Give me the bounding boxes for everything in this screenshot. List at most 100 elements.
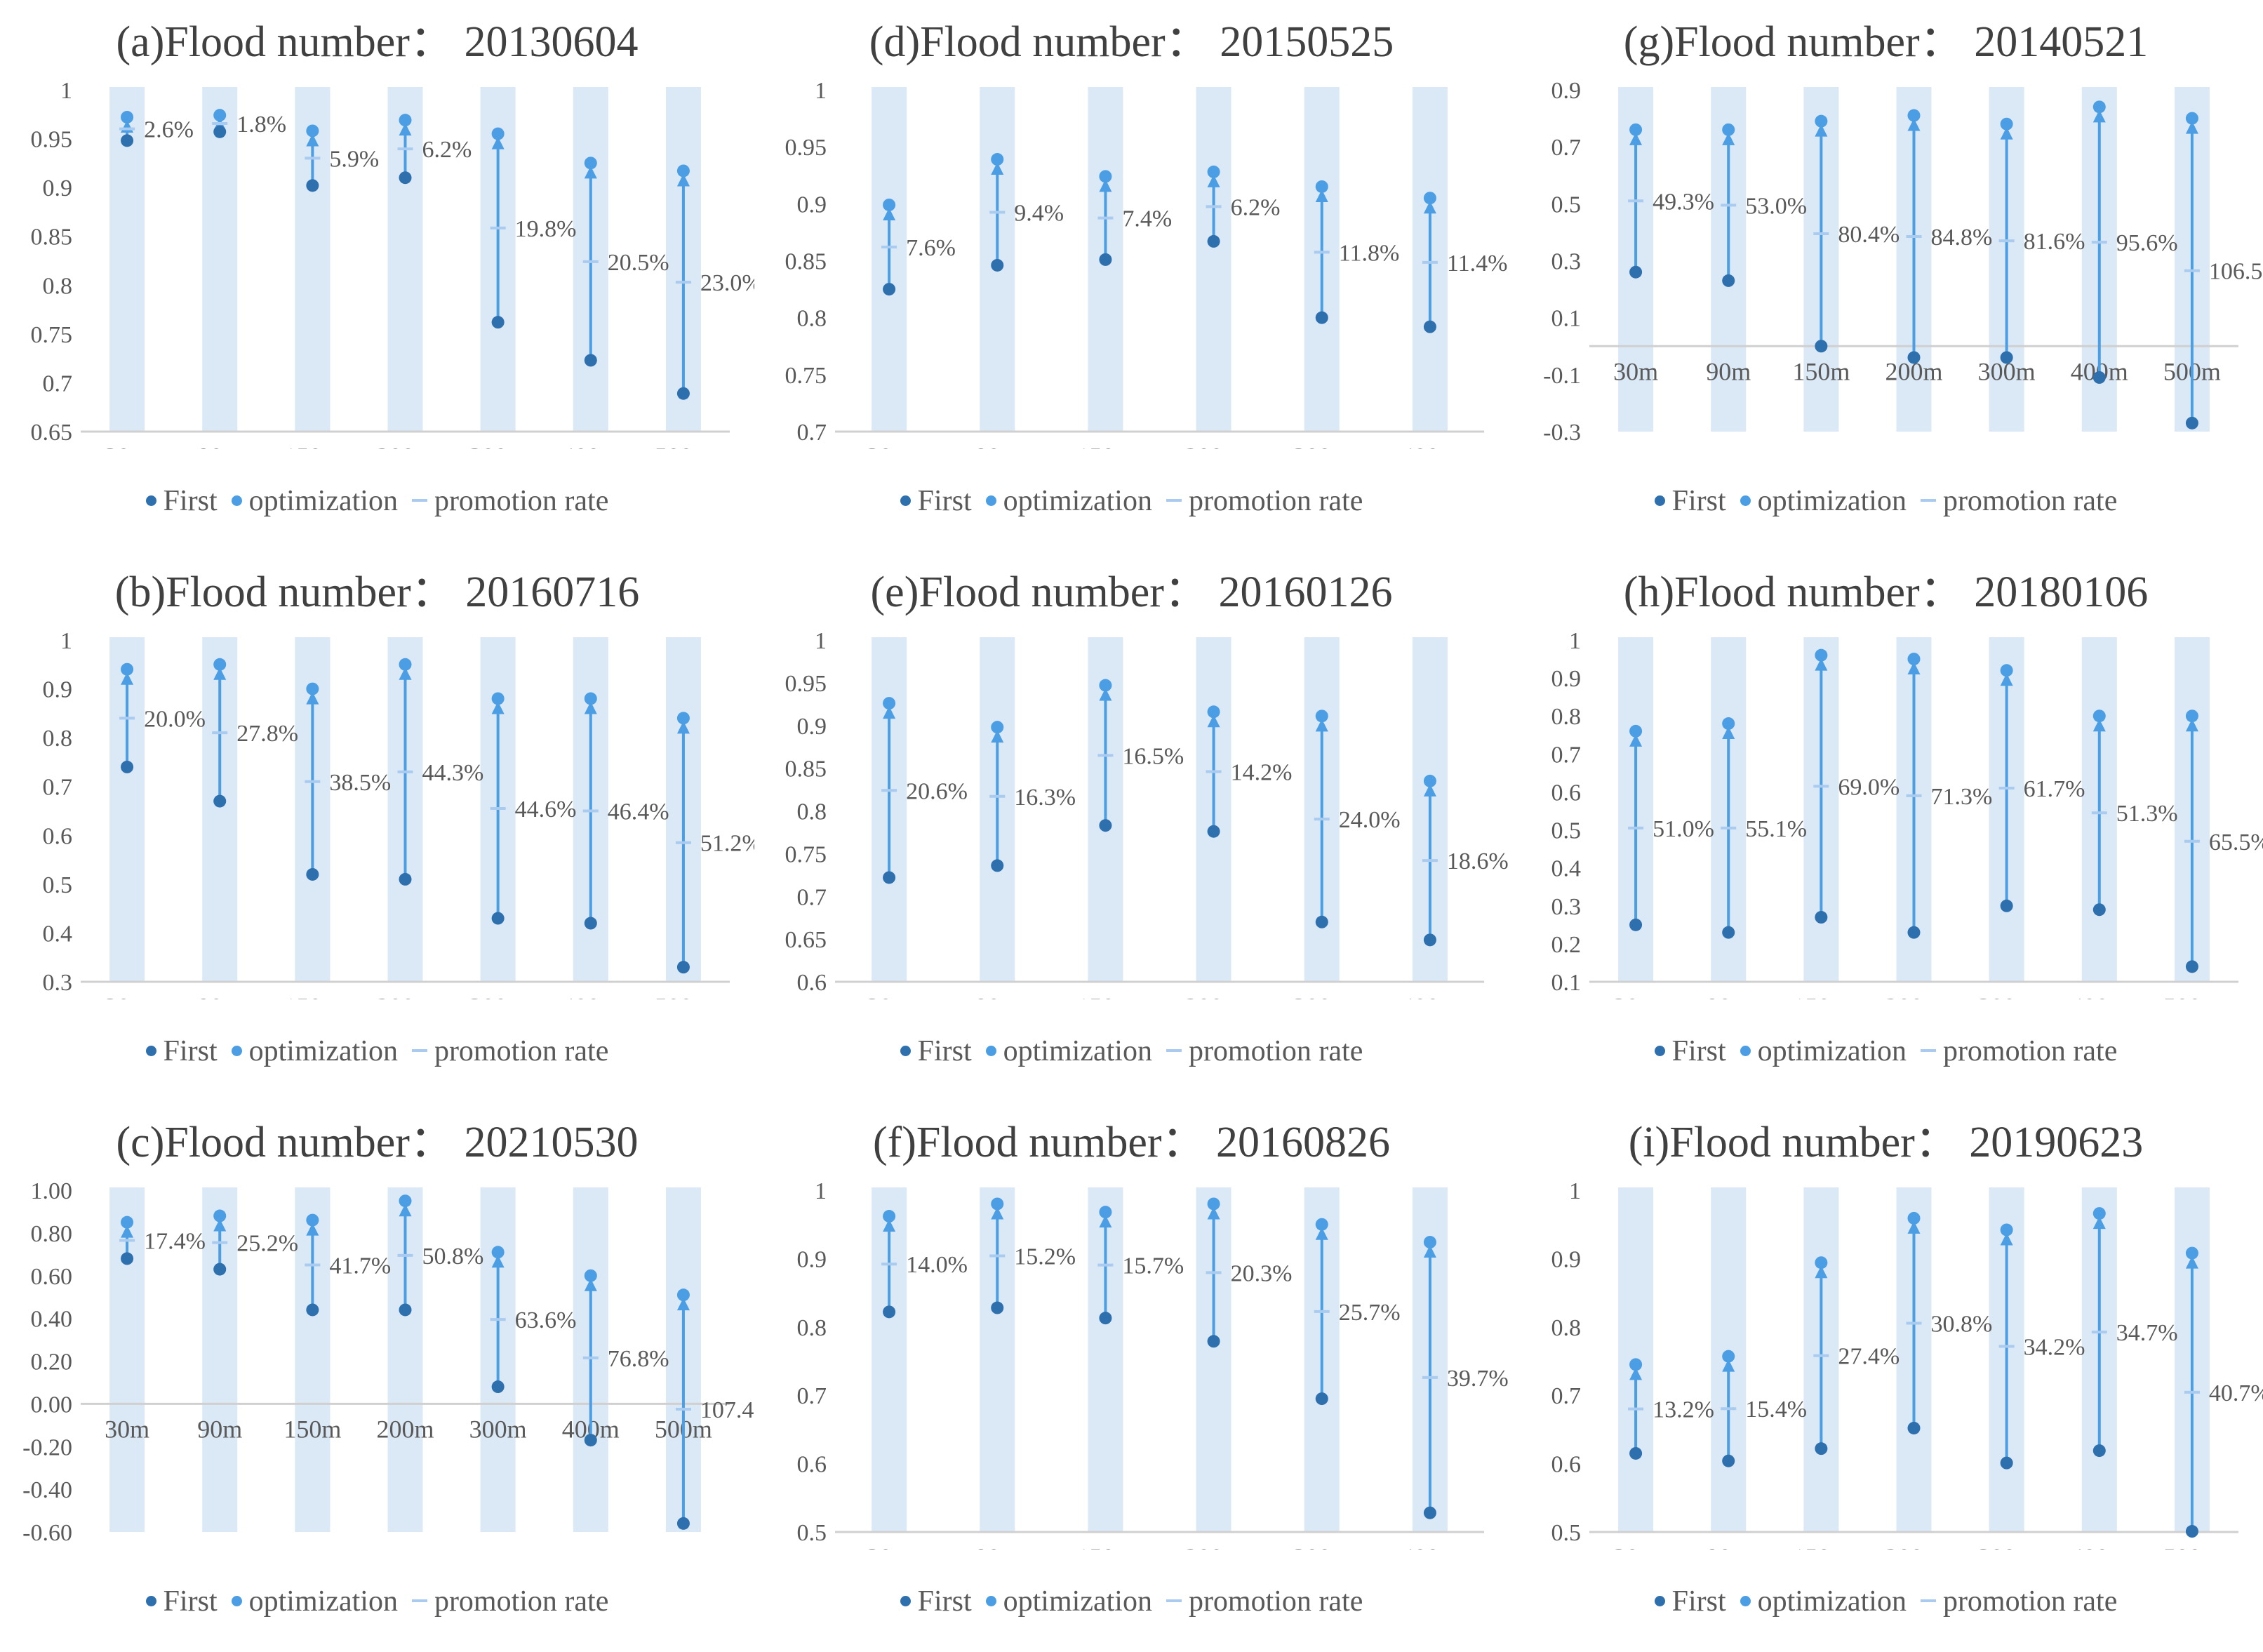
promotion-rate-label: 69.0% [1838, 774, 1900, 800]
x-tick-label: 300m [1293, 1543, 1351, 1550]
legend-optimization-label: optimization [1757, 1035, 1907, 1067]
arrow-head [306, 691, 319, 705]
promotion-rate-label: 25.7% [1339, 1300, 1401, 1326]
arrow-head [1207, 1206, 1220, 1220]
first-point [1629, 1446, 1643, 1460]
x-tick-label: 150m [283, 1415, 341, 1443]
y-tick-label: 0.4 [1551, 856, 1582, 882]
legend: First optimization promotion rate [1509, 1034, 2263, 1068]
promotion-rate-label: 20.5% [608, 250, 669, 276]
first-point [2092, 371, 2106, 384]
chart-title: (i)Flood number： 20190623 [1628, 1119, 2144, 1166]
first-point [584, 354, 597, 367]
optimization-point [1907, 1211, 1921, 1225]
optimization-point [121, 1215, 134, 1229]
first-point [1629, 265, 1643, 279]
legend-promotion-rate-label: promotion rate [1188, 1035, 1363, 1067]
legend-optimization-label: optimization [248, 1585, 398, 1618]
optimization-point [491, 1246, 505, 1259]
legend-optimization: optimization [231, 1585, 398, 1618]
legend-promotion-rate-label: promotion rate [1942, 1585, 2118, 1618]
promotion-rate-label: 15.7% [1122, 1253, 1184, 1279]
x-tick-label: 30m [867, 993, 912, 999]
optimization-point [676, 712, 690, 725]
chart-plot: 0.6 0.65 0.7 0.75 0.8 0.85 0.9 0.95 1 30m 90m 150m 2… [785, 628, 1509, 999]
promotion-rate-label: 44.6% [515, 797, 577, 822]
promotion-rate-label: 16.3% [1014, 785, 1076, 811]
promotion-rate-label: 40.7% [2209, 1380, 2263, 1406]
legend-promotion-rate: promotion rate [1920, 484, 2117, 518]
optimization-point [1629, 1358, 1643, 1371]
first-point [121, 1252, 134, 1265]
x-tick-label: 500m [2163, 993, 2221, 999]
x-tick-label: 300m [469, 443, 527, 449]
x-tick-label: 200m [1185, 443, 1243, 449]
first-point [1722, 1454, 1735, 1467]
optimization-point [1207, 1197, 1220, 1211]
x-tick-label: 150m [1076, 1543, 1134, 1550]
promotion-rate-label: 16.5% [1122, 743, 1184, 769]
arrow-head [1207, 174, 1220, 187]
promotion-rate-label: 20.0% [144, 706, 206, 732]
legend-promotion-rate: promotion rate [1920, 1585, 2118, 1618]
optimization-point [213, 1209, 227, 1223]
promotion-rate-label: 1.8% [236, 112, 286, 138]
x-tick-label: 200m [1885, 1543, 1942, 1550]
first-point [1099, 253, 1112, 266]
x-tick-label: 150m [283, 443, 341, 449]
x-tick-label: 90m [975, 1543, 1020, 1550]
x-tick-label: 30m [1613, 1543, 1658, 1550]
first-point [1907, 351, 1921, 364]
promotion-rate-label: 39.7% [1447, 1366, 1509, 1392]
promotion-rate-label: 84.8% [1931, 225, 1993, 251]
first-point [991, 859, 1004, 872]
promotion-rate-label: 9.4% [1014, 201, 1064, 227]
legend-optimization-label: optimization [248, 485, 398, 517]
y-tick-label: 0.6 [1551, 1452, 1582, 1478]
optimization-point [2092, 1207, 2106, 1220]
promotion-rate-label: 25.2% [236, 1231, 298, 1257]
optimization-point [883, 697, 896, 710]
optimization-point [1629, 123, 1643, 136]
legend-optimization-marker [231, 1595, 242, 1606]
x-tick-label: 150m [1076, 993, 1134, 999]
optimization-point [2185, 1246, 2198, 1260]
y-tick-label: 0.6 [797, 970, 827, 996]
legend-promotion-rate-label: promotion rate [434, 485, 609, 517]
chart-plot: 0.3 0.4 0.5 0.6 0.7 0.8 0.9 1 30m 90m 150m 200m 300m… [43, 628, 755, 999]
legend-optimization: optimization [985, 484, 1152, 518]
chart-title: (h)Flood number： 20180106 [1623, 568, 2149, 616]
promotion-rate-label: 44.3% [422, 760, 484, 786]
optimization-point [306, 682, 319, 695]
legend-first-label: First [1671, 485, 1726, 517]
promotion-rate-label: 11.8% [1339, 240, 1400, 266]
optimization-point [306, 1213, 319, 1227]
legend-promotion-rate: promotion rate [411, 1585, 608, 1618]
y-tick-label: 0.3 [43, 970, 73, 996]
first-point [399, 171, 412, 185]
y-tick-label: 0.60 [31, 1264, 73, 1290]
arrow-head [1907, 1220, 1921, 1234]
promotion-rate-label: 23.0% [700, 270, 754, 296]
x-tick-label: 150m [283, 993, 341, 999]
arrow-head [1099, 1215, 1112, 1228]
optimization-point [1629, 724, 1643, 738]
y-tick-label: -0.3 [1543, 420, 1581, 446]
legend-promotion-rate: promotion rate [411, 1034, 608, 1068]
first-point [991, 258, 1004, 272]
optimization-point [1315, 710, 1328, 723]
x-tick-label: 90m [197, 1415, 242, 1443]
legend-first-marker [1654, 1045, 1665, 1056]
first-point [491, 316, 505, 329]
legend-first-label: First [917, 1585, 972, 1618]
first-point [1815, 1442, 1828, 1456]
legend-first: First [900, 484, 972, 518]
optimization-point [2000, 117, 2013, 131]
optimization-point [121, 662, 134, 676]
first-point [213, 125, 227, 138]
first-point [676, 961, 690, 974]
legend-promotion-rate-label: promotion rate [1188, 1585, 1363, 1618]
optimization-point [2185, 710, 2198, 723]
first-point [121, 760, 134, 773]
y-tick-label: 0.95 [785, 671, 827, 697]
